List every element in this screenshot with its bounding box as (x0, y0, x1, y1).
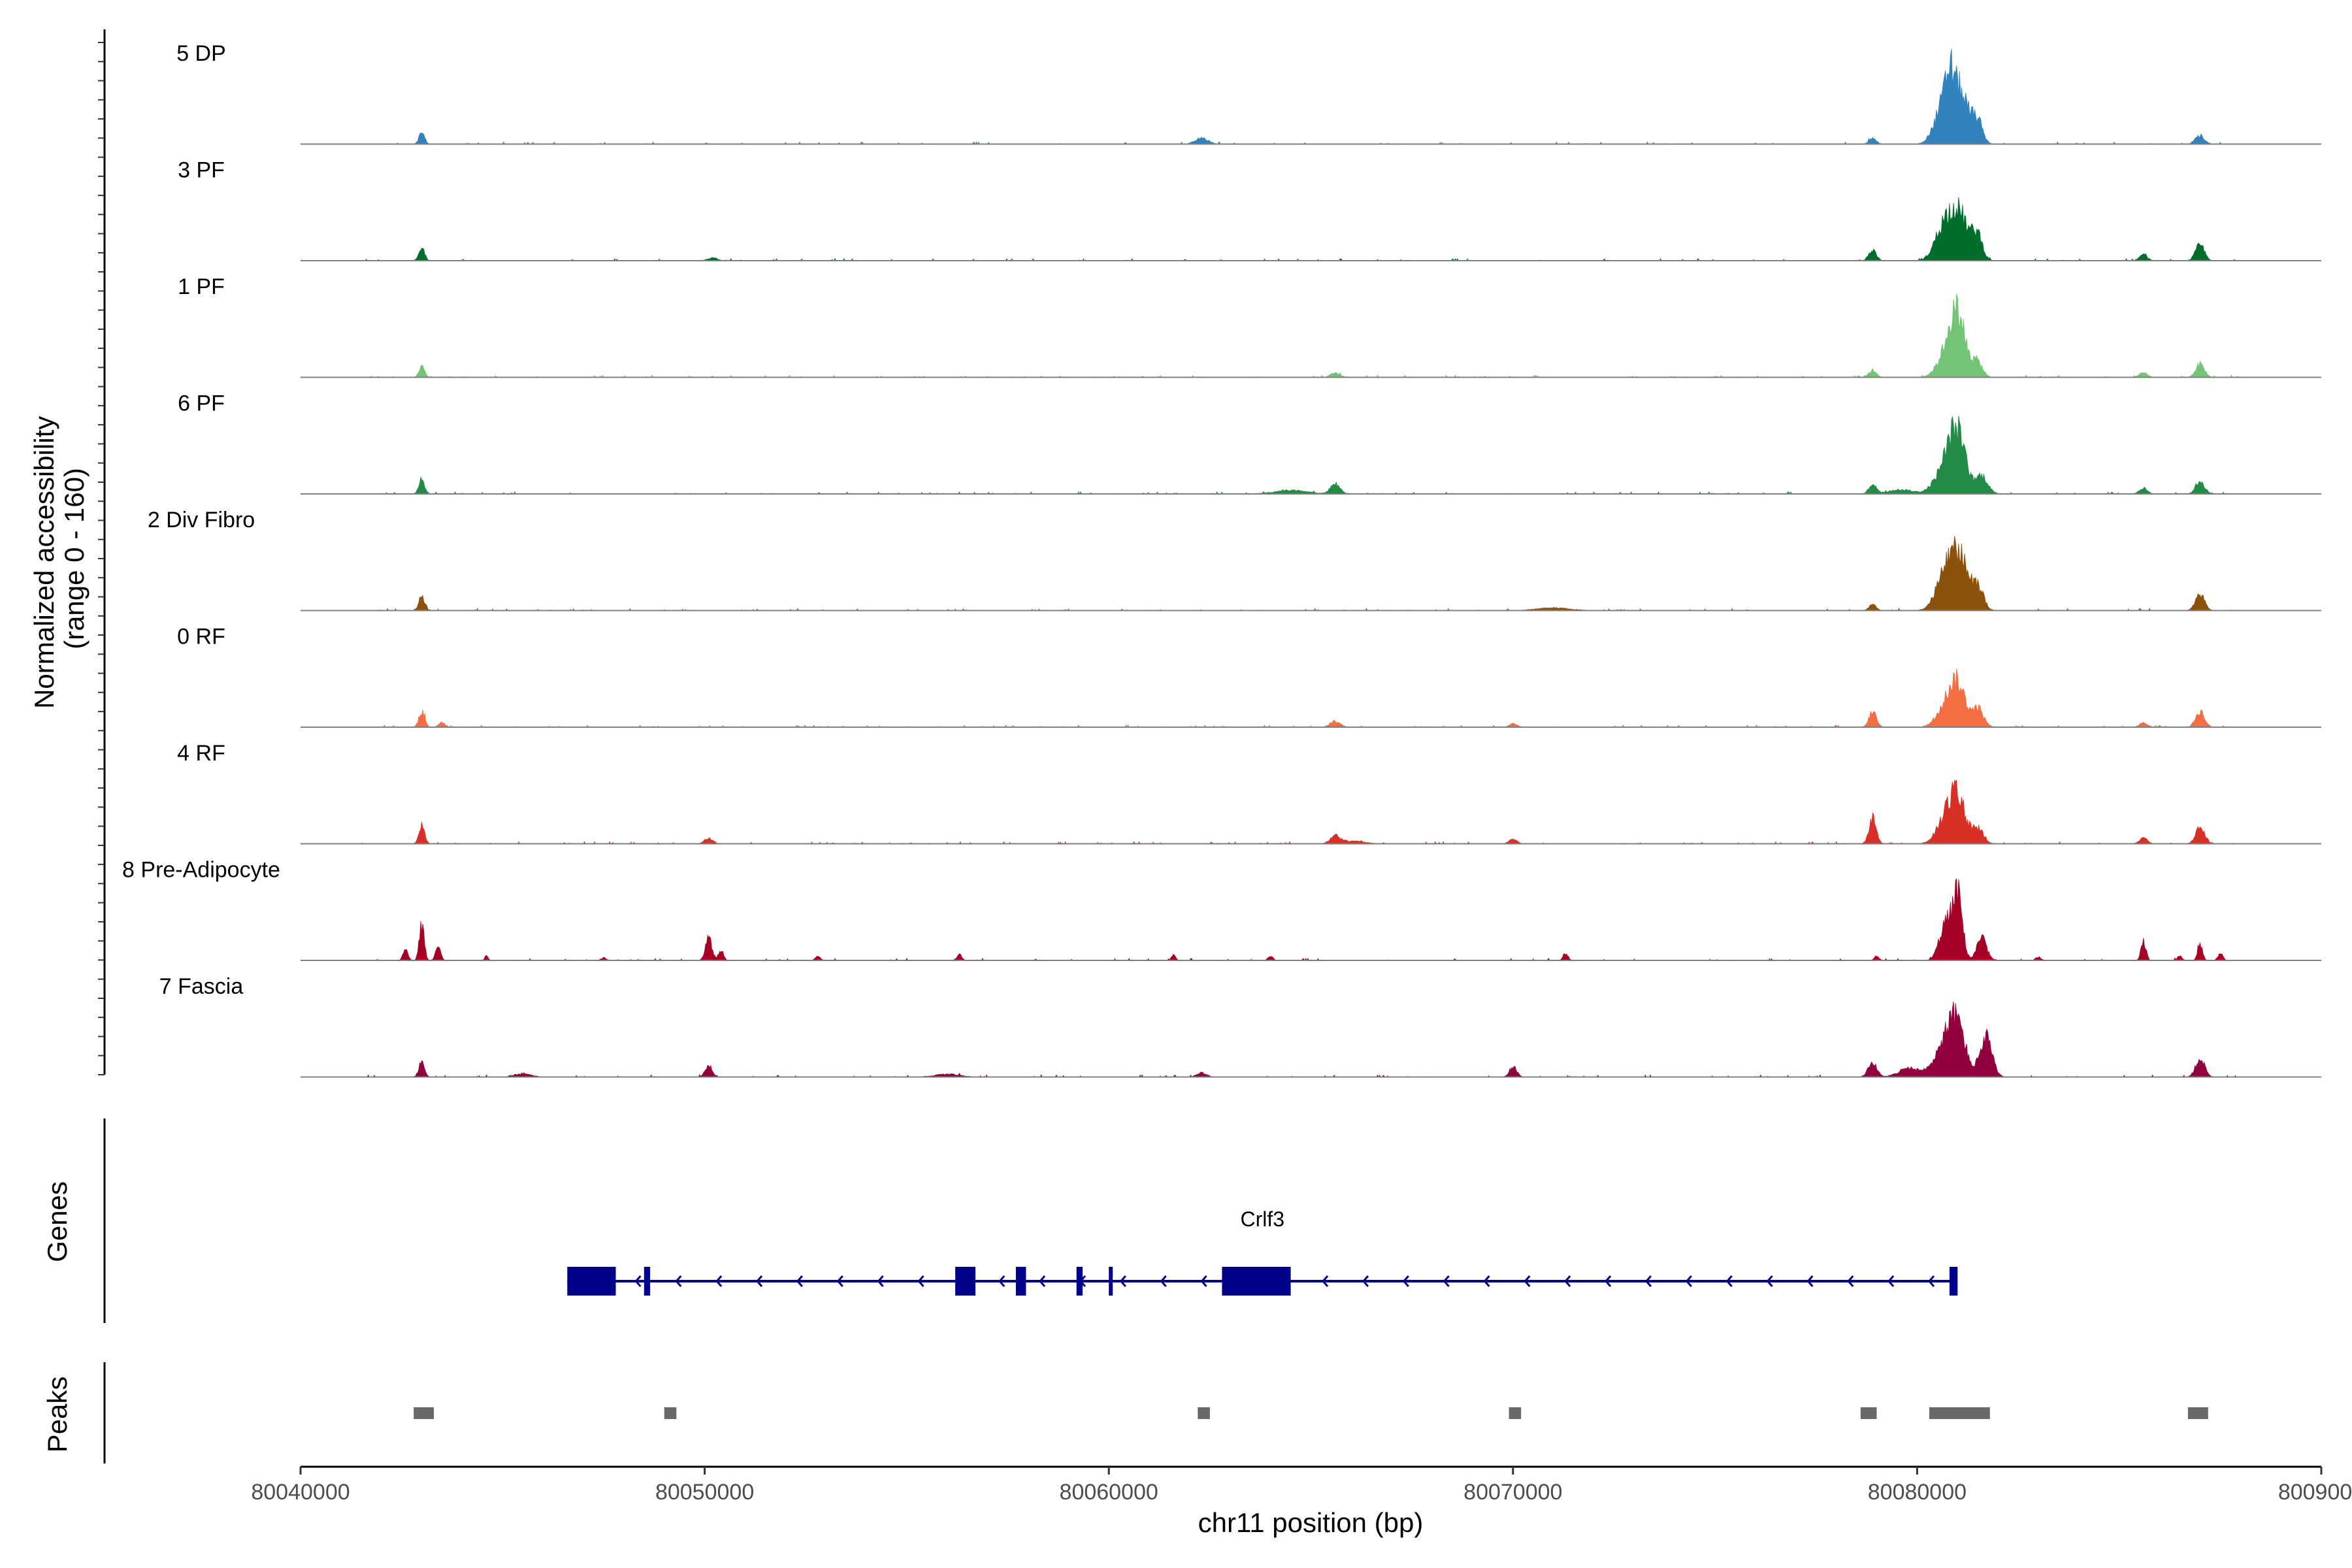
coverage-area (361, 293, 2241, 378)
strand-arrow (1847, 1275, 1854, 1287)
strand-arrow (1766, 1275, 1773, 1287)
strand-arrow (1927, 1275, 1935, 1287)
x-tick-label: 80080000 (1868, 1480, 1967, 1505)
strand-arrow (675, 1275, 682, 1287)
x-tick-label: 80050000 (655, 1480, 754, 1505)
coverage-area (361, 536, 2241, 612)
x-tick-label: 80060000 (1060, 1480, 1158, 1505)
track-label: 3 PF (178, 158, 225, 183)
track-4-rf: 4 RF (177, 741, 2321, 845)
track-3-pf: 3 PF (178, 158, 2321, 261)
strand-arrow (1564, 1275, 1571, 1287)
coverage-tracks: 5 DP 3 PF 1 PF 6 PF 2 Div Fibro 0 RF 4 RF 8 Pre… (122, 41, 2321, 1078)
strand-arrow (1039, 1275, 1046, 1287)
strand-arrow (1685, 1275, 1692, 1287)
strand-arrow (715, 1275, 723, 1287)
coverage-area (361, 878, 2241, 961)
peak-region (1929, 1407, 1990, 1419)
gene-exon (1949, 1267, 1958, 1296)
strand-arrow (756, 1275, 763, 1287)
coverage-y-ticks (98, 42, 105, 1075)
strand-arrow (1806, 1275, 1814, 1287)
track-label: 1 PF (178, 274, 225, 299)
genes-track-label: Genes (42, 1181, 73, 1262)
strand-arrow (1524, 1275, 1531, 1287)
gene-exon (1015, 1267, 1026, 1296)
strand-arrow (1725, 1275, 1733, 1287)
strand-arrow (1402, 1275, 1409, 1287)
strand-arrow (1483, 1275, 1490, 1287)
strand-arrow (1160, 1275, 1167, 1287)
strand-arrow (998, 1275, 1005, 1287)
strand-arrow (1362, 1275, 1369, 1287)
peak-region (1509, 1407, 1522, 1419)
track-1-pf: 1 PF (178, 274, 2321, 378)
y-axis-title-line2: (range 0 - 160) (59, 468, 90, 649)
track-8-pre-adipocyte: 8 Pre-Adipocyte (122, 858, 2321, 961)
track-7-fascia: 7 Fascia (159, 974, 2321, 1078)
strand-arrow (1443, 1275, 1450, 1287)
track-0-rf: 0 RF (177, 625, 2321, 728)
x-axis-title: chr11 position (bp) (1198, 1507, 1424, 1538)
x-tick-label: 80040000 (251, 1480, 350, 1505)
gene-exon (644, 1267, 651, 1296)
track-label: 6 PF (178, 391, 225, 416)
gene-label: Crlf3 (1241, 1207, 1285, 1231)
peak-region (414, 1407, 434, 1419)
peak-region (2187, 1407, 2208, 1419)
gene-track: Crlf3 (567, 1207, 1958, 1296)
peak-region (1860, 1407, 1877, 1419)
peaks-track-label: Peaks (42, 1377, 73, 1453)
strand-arrow (877, 1275, 884, 1287)
strand-arrow (836, 1275, 843, 1287)
track-label: 4 RF (177, 741, 225, 766)
strand-arrow (796, 1275, 804, 1287)
track-2-div-fibro: 2 Div Fibro (148, 508, 2321, 612)
coverage-area (361, 48, 2241, 145)
gene-exon (1222, 1267, 1291, 1296)
track-label: 7 Fascia (159, 974, 244, 999)
strand-arrow (1605, 1275, 1612, 1287)
y-axis-title-line1: Normalized accessibility (29, 416, 59, 709)
gene-exon (567, 1267, 616, 1296)
peak-region (664, 1407, 677, 1419)
coverage-area (361, 416, 2241, 495)
coverage-area (361, 668, 2241, 728)
x-axis-ticks: 80040000 80050000 80060000 80070000 80080000… (251, 1467, 2352, 1505)
strand-arrow (917, 1275, 924, 1287)
strand-arrow (1200, 1275, 1207, 1287)
x-tick-label: 8009000 (2278, 1480, 2352, 1505)
track-label: 0 RF (177, 625, 225, 649)
strand-arrow (1322, 1275, 1329, 1287)
gene-exon (1076, 1267, 1083, 1296)
gene-exon (955, 1267, 975, 1296)
track-label: 8 Pre-Adipocyte (122, 858, 280, 883)
track-6-pf: 6 PF (178, 391, 2321, 495)
strand-arrow (1119, 1275, 1126, 1287)
peak-region (1198, 1407, 1210, 1419)
gene-crlf3: Crlf3 (567, 1207, 1958, 1296)
peak-track (414, 1407, 2208, 1419)
coverage-area (360, 779, 2241, 845)
strand-arrow (1644, 1275, 1652, 1287)
track-label: 5 DP (176, 41, 226, 66)
gene-exon (1109, 1267, 1113, 1296)
coverage-area (361, 197, 2241, 261)
strand-arrow (634, 1275, 642, 1287)
strand-arrow (1887, 1275, 1895, 1287)
y-axis-title: Normalized accessibility (range 0 - 160) (29, 408, 90, 709)
track-5-dp: 5 DP (176, 41, 2321, 145)
x-tick-label: 80070000 (1463, 1480, 1562, 1505)
coverage-area (361, 1001, 2241, 1078)
track-label: 2 Div Fibro (148, 508, 255, 532)
